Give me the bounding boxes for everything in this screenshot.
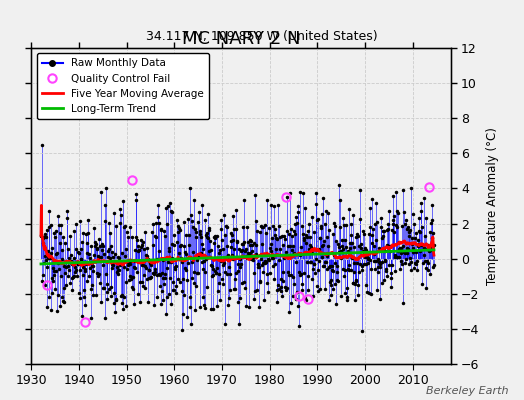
Text: Berkeley Earth: Berkeley Earth [426,386,508,396]
Text: 34.117 N, 109.850 W (United States): 34.117 N, 109.850 W (United States) [146,30,378,43]
Title: MC NARY 2 N: MC NARY 2 N [182,30,300,48]
Y-axis label: Temperature Anomaly (°C): Temperature Anomaly (°C) [486,127,499,285]
Legend: Raw Monthly Data, Quality Control Fail, Five Year Moving Average, Long-Term Tren: Raw Monthly Data, Quality Control Fail, … [37,53,209,119]
